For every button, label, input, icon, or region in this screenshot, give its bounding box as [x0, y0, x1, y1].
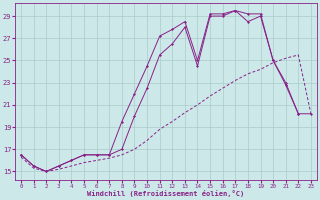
X-axis label: Windchill (Refroidissement éolien,°C): Windchill (Refroidissement éolien,°C) — [87, 190, 244, 197]
